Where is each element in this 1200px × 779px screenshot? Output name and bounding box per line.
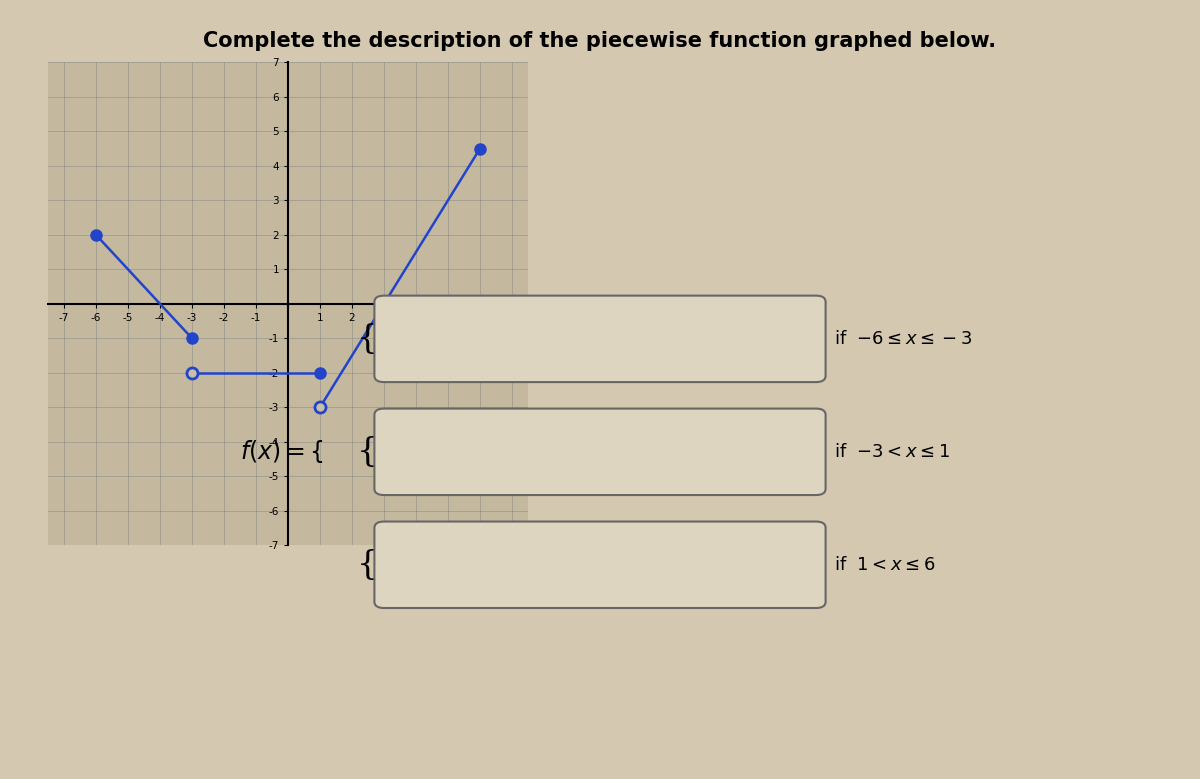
Text: {: { bbox=[356, 323, 378, 355]
Text: if  $1 < x \leq 6$: if $1 < x \leq 6$ bbox=[834, 555, 935, 574]
Text: $f(x) = \{$: $f(x) = \{$ bbox=[240, 439, 324, 465]
Text: if  $-3 < x \leq 1$: if $-3 < x \leq 1$ bbox=[834, 442, 950, 461]
Text: {: { bbox=[356, 548, 378, 581]
Text: Complete the description of the piecewise function graphed below.: Complete the description of the piecewis… bbox=[204, 31, 996, 51]
Text: if  $-6 \leq x \leq -3$: if $-6 \leq x \leq -3$ bbox=[834, 330, 972, 348]
Text: {: { bbox=[356, 435, 378, 468]
